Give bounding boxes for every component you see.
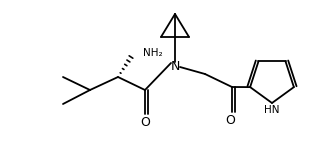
Text: N: N [170, 60, 180, 74]
Text: O: O [140, 116, 150, 128]
Text: NH₂: NH₂ [143, 48, 163, 58]
Text: HN: HN [264, 105, 280, 115]
Text: O: O [225, 114, 235, 126]
